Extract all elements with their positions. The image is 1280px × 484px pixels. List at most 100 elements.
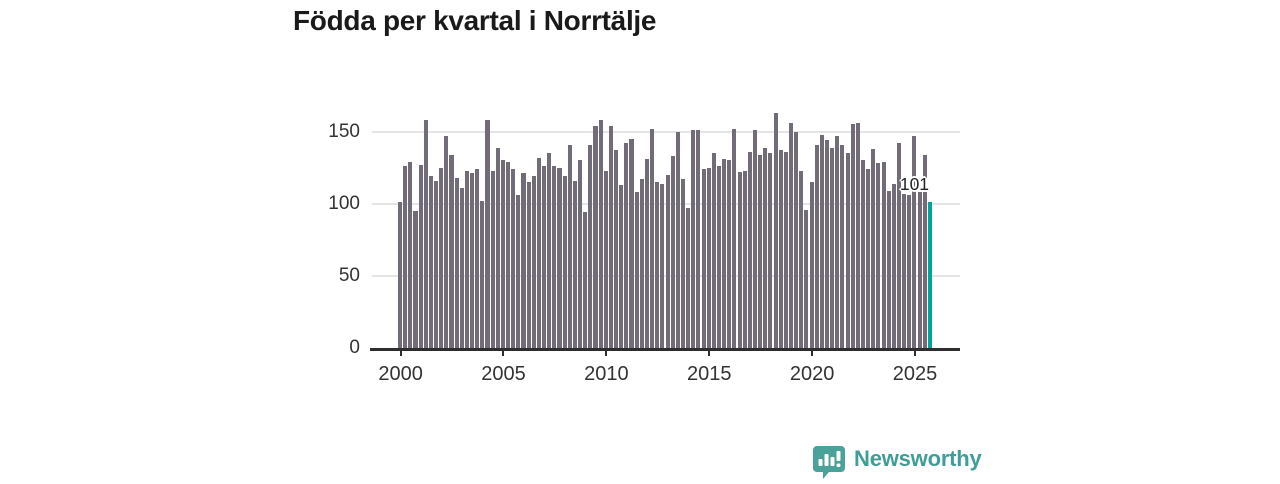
bar	[470, 173, 475, 348]
bar	[680, 179, 685, 348]
bar	[819, 134, 824, 348]
bar	[644, 159, 649, 348]
gridline-150	[372, 130, 960, 133]
bar	[804, 209, 809, 348]
bar	[572, 180, 577, 348]
highlighted-bar	[927, 202, 932, 348]
bar	[845, 153, 850, 348]
bar	[444, 135, 449, 348]
bar	[675, 131, 680, 348]
bar	[706, 167, 711, 348]
bar	[922, 154, 927, 348]
y-axis-label-50: 50	[338, 264, 360, 286]
x-axis-label-2005: 2005	[481, 363, 526, 385]
bar	[603, 170, 608, 348]
bar	[536, 157, 541, 348]
bar-chart-speech-bubble-icon	[812, 445, 846, 479]
bar	[583, 212, 588, 348]
bar	[439, 167, 444, 348]
bar	[912, 135, 917, 348]
bar	[547, 153, 552, 348]
bar	[475, 169, 480, 348]
bar	[794, 131, 799, 348]
bar	[423, 120, 428, 348]
bar	[907, 195, 912, 348]
chart-title: Födda per kvartal i Norrtälje	[293, 5, 657, 36]
bar	[542, 166, 547, 348]
plot-area: 101 0 50 100 150 2000 2005 2010 2015 2020 2025	[328, 110, 960, 385]
x-axis-label-2000: 2000	[378, 363, 423, 385]
bar	[578, 160, 583, 348]
bar	[485, 120, 490, 348]
bar	[732, 128, 737, 348]
bar	[814, 144, 819, 348]
y-axis-label-0: 0	[349, 337, 360, 358]
bar	[891, 183, 896, 348]
bar	[608, 125, 613, 348]
bar	[686, 208, 691, 348]
bar	[917, 192, 922, 348]
y-axis-label-100: 100	[328, 192, 360, 214]
bar	[850, 124, 855, 348]
bar	[860, 160, 866, 348]
bar	[526, 182, 531, 348]
bar	[557, 167, 562, 348]
bar	[413, 210, 418, 348]
bar	[871, 148, 876, 348]
bar	[480, 200, 485, 348]
bar	[896, 143, 902, 348]
bar	[768, 153, 773, 348]
bar	[727, 160, 732, 348]
x-axis-label-2015: 2015	[686, 363, 732, 385]
bar	[464, 170, 469, 348]
bar	[742, 170, 747, 348]
bar	[747, 151, 752, 348]
bar	[454, 177, 459, 348]
bar	[722, 159, 727, 348]
x-axis-tick-2005	[502, 348, 505, 356]
bar	[840, 144, 845, 348]
bar	[711, 153, 716, 348]
bar	[778, 150, 783, 348]
bar	[624, 143, 629, 348]
bar	[799, 170, 804, 348]
bar	[521, 173, 526, 348]
x-axis-tick-2025	[913, 348, 916, 356]
bar	[665, 174, 670, 348]
bar	[788, 122, 794, 348]
bar	[588, 144, 593, 348]
y-axis-label-150: 150	[328, 120, 360, 142]
bar	[881, 161, 886, 348]
bar	[428, 176, 433, 348]
x-axis-tick-2010	[605, 348, 608, 356]
x-axis-tick-2000	[399, 348, 402, 356]
bar	[758, 154, 763, 348]
x-axis-tick-2015	[708, 348, 711, 356]
bar	[495, 147, 500, 348]
bar	[639, 179, 644, 348]
bar	[614, 150, 619, 348]
bar	[531, 176, 536, 348]
bar	[490, 170, 495, 348]
bar	[655, 182, 660, 348]
bar	[660, 183, 665, 348]
bar	[783, 151, 788, 348]
bar	[459, 187, 464, 348]
bar	[403, 166, 408, 348]
bar	[737, 172, 742, 348]
bar	[763, 147, 768, 348]
bar	[886, 190, 891, 348]
bar	[809, 182, 814, 348]
bar	[902, 193, 907, 348]
bar	[418, 164, 423, 348]
bar	[824, 140, 830, 348]
bar	[855, 122, 860, 348]
bar	[650, 128, 655, 348]
bar	[552, 166, 557, 348]
bar	[449, 154, 454, 348]
x-axis-tick-2020	[811, 348, 814, 356]
bar	[506, 161, 511, 348]
bar	[876, 163, 881, 348]
bar	[716, 166, 722, 348]
bar	[830, 147, 835, 348]
